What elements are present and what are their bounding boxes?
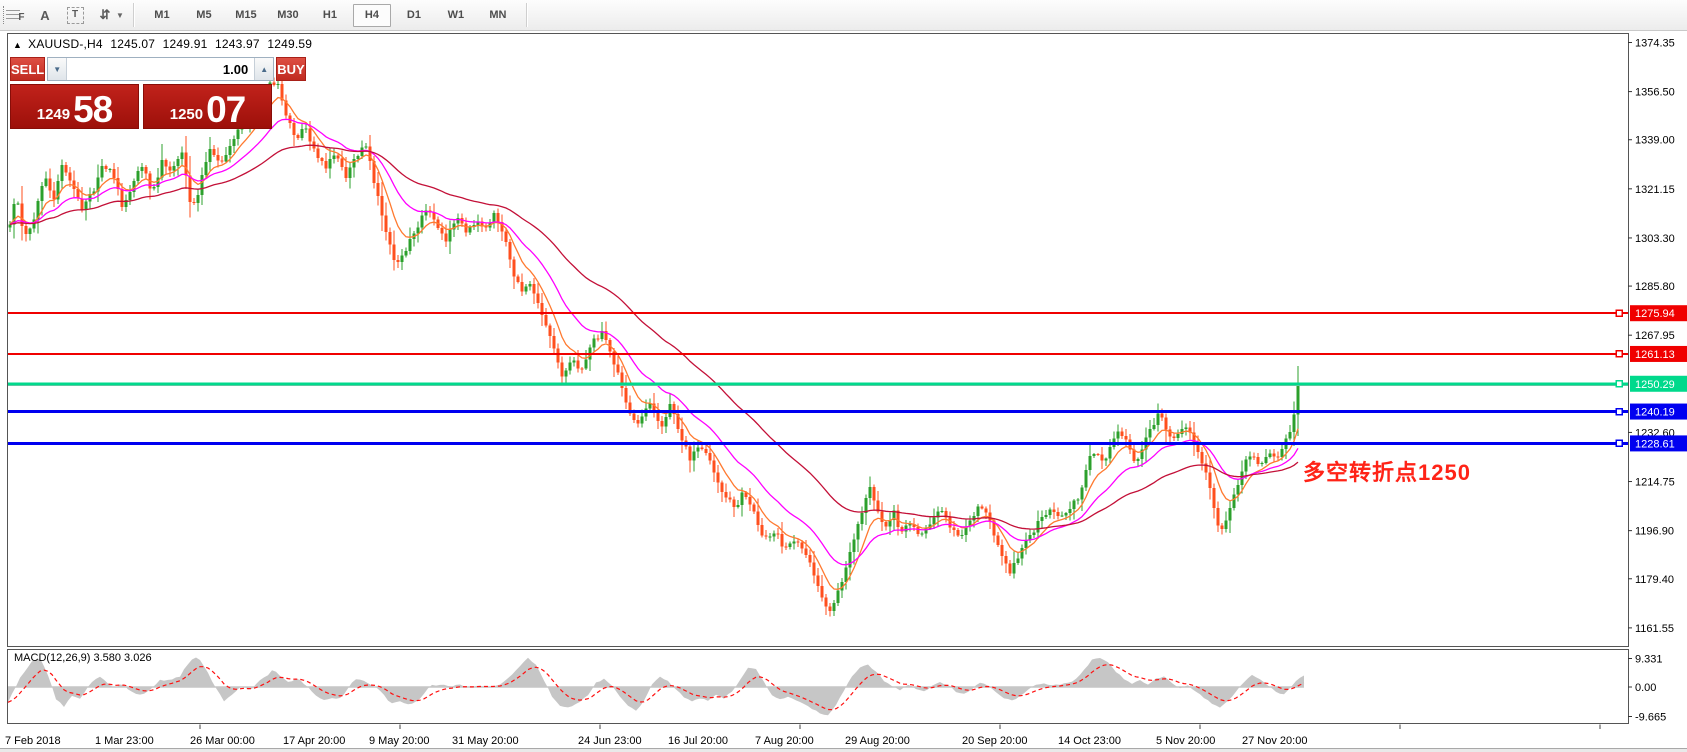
date-tick-label: 16 Jul 20:00: [668, 735, 728, 747]
price-badge-label: 1228.61: [1635, 438, 1675, 450]
sell-price-box[interactable]: 1249 58: [10, 84, 139, 129]
tf-button-H4[interactable]: H4: [352, 3, 391, 27]
buy-price-box[interactable]: 1250 07: [143, 84, 272, 129]
ohlc-open: 1245.07: [110, 37, 156, 51]
tf-button-M1[interactable]: M1: [154, 8, 170, 21]
price-badge-label: 1250.29: [1635, 379, 1675, 391]
line-endpoint-marker[interactable]: [1615, 407, 1623, 416]
main-chart-frame: [7, 33, 1629, 647]
collapse-panel-icon[interactable]: ▲: [13, 40, 23, 50]
line-endpoint-marker[interactable]: [1615, 439, 1623, 448]
time-axis: 7 Feb 2018 1 Mar 23:00 26 Mar 00:00 17 Apr …: [5, 724, 1601, 747]
price-badge-label: 1261.13: [1635, 349, 1675, 361]
ohlc-low: 1243.97: [215, 37, 260, 51]
macd-indicator: [7, 657, 1305, 716]
symbol-period-label: XAUUSD-,H4: [28, 37, 103, 51]
volume-decrease-button[interactable]: ▼: [48, 58, 68, 80]
price-tick-label: 1196.90: [1635, 526, 1674, 538]
dropdown-caret-icon[interactable]: ▼: [116, 10, 124, 20]
toolbar-separator: [525, 3, 527, 27]
price-axis: 1374.35 1356.50 1339.00 1321.15 1303.30 1285.…: [1628, 37, 1687, 724]
slow-ma-line: [9, 144, 1299, 530]
buy-price-main: 1250: [169, 106, 204, 123]
tf-button-MN[interactable]: MN: [489, 8, 507, 21]
date-tick-label: 27 Nov 20:00: [1242, 735, 1307, 747]
sell-button[interactable]: SELL: [10, 57, 46, 81]
date-tick-label: 1 Mar 23:00: [95, 735, 154, 747]
chart-title: ▲ XAUUSD-,H4 1245.07 1249.91 1243.97 1249…: [13, 37, 316, 51]
price-tick-label: 1267.95: [1635, 330, 1675, 342]
date-tick-label: 14 Oct 23:00: [1058, 735, 1121, 747]
line-endpoint-marker[interactable]: [1615, 380, 1623, 388]
timeframe-button-group: M1 M5 M15 M30 H1 H4 D1 W1 MN: [141, 3, 519, 27]
price-tick-label: 1214.75: [1635, 477, 1675, 489]
sell-price-main: 1249: [36, 106, 71, 123]
price-tick-label: 1303.30: [1635, 233, 1675, 245]
date-tick-label: 24 Jun 23:00: [578, 735, 642, 747]
volume-stepper: ▼ ▲: [47, 57, 275, 81]
price-badge: [1630, 305, 1687, 322]
fast-ma-line: [9, 96, 1299, 590]
date-tick-label: 29 Aug 20:00: [845, 735, 910, 747]
tf-button-M5[interactable]: M5: [196, 8, 212, 21]
grid-f-icon[interactable]: F: [1, 3, 29, 27]
macd-axis-label: -9.665: [1635, 712, 1666, 724]
chart-text-annotation: 多空转折点1250: [1303, 460, 1471, 485]
date-tick-label: 17 Apr 20:00: [283, 735, 345, 747]
candlesticks: [8, 72, 1300, 617]
price-tick-label: 1356.50: [1635, 87, 1675, 99]
price-badge: [1630, 435, 1687, 452]
macd-histogram: [8, 657, 1304, 716]
date-tick-label: 31 May 20:00: [452, 735, 519, 747]
arrange-objects-icon[interactable]: ⇵: [99, 7, 111, 22]
text-label-icon[interactable]: A: [40, 7, 50, 23]
price-tick-label: 1161.55: [1635, 623, 1674, 635]
price-tick-label: 1321.15: [1635, 184, 1675, 196]
macd-signal-line: [7, 663, 1305, 711]
toolbar-separator: [132, 3, 134, 27]
price-tick-label: 1339.00: [1635, 135, 1675, 147]
macd-axis-label: 9.331: [1635, 654, 1663, 666]
tf-button-M30[interactable]: M30: [277, 8, 299, 21]
sell-price-pips: 58: [73, 88, 113, 130]
date-tick-label: 7 Feb 2018: [5, 735, 61, 747]
price-badge-label: 1275.94: [1635, 308, 1675, 320]
price-tick-label: 1374.35: [1635, 37, 1675, 49]
date-tick-label: 5 Nov 20:00: [1156, 735, 1215, 747]
date-tick-label: 26 Mar 00:00: [190, 735, 255, 747]
macd-axis-label: 0.00: [1635, 682, 1656, 694]
buy-button[interactable]: BUY: [276, 57, 306, 81]
line-endpoint-marker[interactable]: [1615, 350, 1623, 358]
tf-button-M15[interactable]: M15: [235, 8, 257, 21]
price-badge-label: 1240.19: [1635, 407, 1675, 419]
horizontal-level-lines[interactable]: [8, 309, 1628, 448]
price-badge: [1630, 345, 1687, 362]
volume-increase-button[interactable]: ▲: [254, 58, 274, 80]
price-tick-label: 1179.40: [1635, 574, 1674, 586]
line-endpoint-marker[interactable]: [1615, 309, 1623, 317]
date-tick-label: 20 Sep 20:00: [962, 735, 1027, 747]
price-badge: [1630, 375, 1687, 392]
date-tick-label: 9 May 20:00: [369, 735, 430, 747]
price-tick-label: 1285.80: [1635, 281, 1675, 293]
tf-button-H1[interactable]: H1: [322, 8, 337, 21]
top-toolbar: F A T ⇵ ▼ M1 M5 M15 M30 H1 H4 D1 W1 MN: [0, 0, 1687, 31]
macd-indicator-label: MACD(12,26,9) 3.580 3.026: [14, 652, 152, 664]
ohlc-close: 1249.59: [267, 37, 313, 51]
tf-button-D1[interactable]: D1: [406, 8, 421, 21]
price-badge: [1630, 403, 1687, 420]
volume-input[interactable]: [67, 58, 255, 80]
date-tick-label: 7 Aug 20:00: [755, 735, 814, 747]
window-bottom-edge: [0, 748, 1687, 752]
text-box-icon[interactable]: T: [61, 3, 89, 27]
tf-button-W1[interactable]: W1: [447, 8, 465, 21]
one-click-trade-panel: SELL ▼ ▲ BUY 1249 58 1250 07: [10, 57, 306, 129]
ohlc-high: 1249.91: [162, 37, 208, 51]
buy-price-pips: 07: [206, 88, 246, 130]
